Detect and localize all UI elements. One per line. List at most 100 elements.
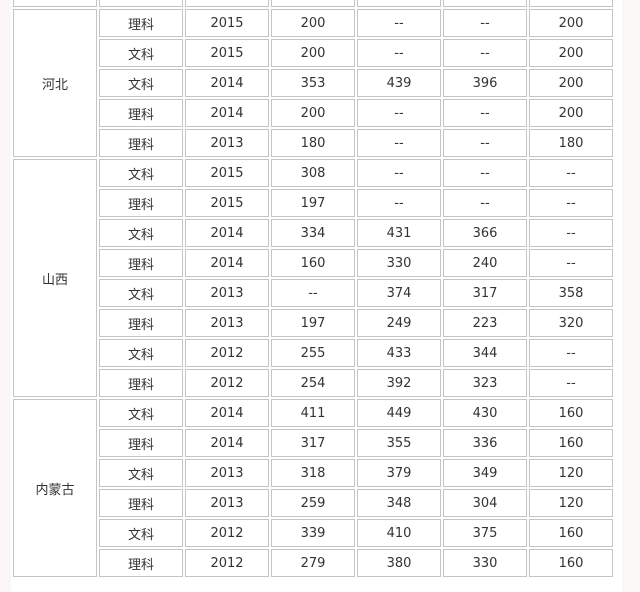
table-row: 理科 2014 160 330 240 -- bbox=[13, 249, 613, 277]
table-cell: 2015 bbox=[185, 189, 269, 217]
table-cell: 180 bbox=[529, 129, 613, 157]
table-row: 文科 2015 200 -- -- 200 bbox=[13, 39, 613, 67]
table-cell: -- bbox=[443, 9, 527, 37]
table-cell: -- bbox=[529, 249, 613, 277]
table-cell: -- bbox=[357, 189, 441, 217]
table-cell: 理科 bbox=[99, 369, 183, 397]
table-cell: -- bbox=[443, 39, 527, 67]
table-cell: 353 bbox=[271, 69, 355, 97]
table-cell: -- bbox=[357, 99, 441, 127]
table-cell: 330 bbox=[443, 549, 527, 577]
table-cell: 308 bbox=[271, 159, 355, 187]
table-cell: 2015 bbox=[185, 39, 269, 67]
table-cell: -- bbox=[529, 189, 613, 217]
table-row-partial bbox=[13, 0, 613, 7]
table-cell: 160 bbox=[529, 429, 613, 457]
table-row: 文科 2012 255 433 344 -- bbox=[13, 339, 613, 367]
table-cell: 392 bbox=[357, 369, 441, 397]
table-cell: 200 bbox=[529, 99, 613, 127]
table-cell: 320 bbox=[529, 309, 613, 337]
table-cell: 文科 bbox=[99, 219, 183, 247]
table-cell: 200 bbox=[529, 9, 613, 37]
table-cell: 2013 bbox=[185, 309, 269, 337]
table-cell: -- bbox=[357, 159, 441, 187]
table-cell: 理科 bbox=[99, 249, 183, 277]
table-cell: 366 bbox=[443, 219, 527, 247]
table-cell: 374 bbox=[357, 279, 441, 307]
table-cell: 410 bbox=[357, 519, 441, 547]
table-cell: 理科 bbox=[99, 429, 183, 457]
table-cell: 2013 bbox=[185, 279, 269, 307]
table-cell: -- bbox=[529, 219, 613, 247]
table-cell: 380 bbox=[357, 549, 441, 577]
table-cell: 254 bbox=[271, 369, 355, 397]
table-cell: 理科 bbox=[99, 129, 183, 157]
table-cell: 200 bbox=[271, 99, 355, 127]
table-cell: 339 bbox=[271, 519, 355, 547]
table-row: 文科 2013 318 379 349 120 bbox=[13, 459, 613, 487]
table-cell: 317 bbox=[271, 429, 355, 457]
table-cell: 304 bbox=[443, 489, 527, 517]
table-row: 内蒙古 文科 2014 411 449 430 160 bbox=[13, 399, 613, 577]
table-cell: -- bbox=[357, 9, 441, 37]
table-cell: 2012 bbox=[185, 369, 269, 397]
table-row: 理科 2013 180 -- -- 180 bbox=[13, 129, 613, 157]
table-row: 河北 理科 2015 200 -- -- 200 bbox=[13, 9, 613, 157]
table-cell: 2012 bbox=[185, 339, 269, 367]
table-cell: 279 bbox=[271, 549, 355, 577]
table-row: 理科 2012 254 392 323 -- bbox=[13, 369, 613, 397]
table-cell: 2013 bbox=[185, 489, 269, 517]
table-cell: 2015 bbox=[185, 159, 269, 187]
table-cell: 2014 bbox=[185, 69, 269, 97]
table-cell: 259 bbox=[271, 489, 355, 517]
table-row: 文科 2012 339 410 375 160 bbox=[13, 519, 613, 547]
table-cell: 358 bbox=[529, 279, 613, 307]
table-cell: -- bbox=[443, 129, 527, 157]
table-cell: 240 bbox=[443, 249, 527, 277]
table-cell: 330 bbox=[357, 249, 441, 277]
table-row: 山西 文科 2015 308 -- -- -- bbox=[13, 159, 613, 397]
table-cell: 411 bbox=[271, 399, 355, 427]
table-cell: 2012 bbox=[185, 549, 269, 577]
table-row: 文科 2014 334 431 366 -- bbox=[13, 219, 613, 247]
table-cell: 200 bbox=[529, 69, 613, 97]
table-cell: -- bbox=[443, 189, 527, 217]
table-cell: 396 bbox=[443, 69, 527, 97]
table-cell: 223 bbox=[443, 309, 527, 337]
province-cell: 内蒙古 bbox=[13, 399, 97, 577]
table-row: 文科 2014 353 439 396 200 bbox=[13, 69, 613, 97]
table-cell: 160 bbox=[271, 249, 355, 277]
table-cell: -- bbox=[443, 159, 527, 187]
table-cell: 理科 bbox=[99, 549, 183, 577]
table-cell: 2014 bbox=[185, 399, 269, 427]
table-cell: 433 bbox=[357, 339, 441, 367]
table-cell: 249 bbox=[357, 309, 441, 337]
table-row: 理科 2015 197 -- -- -- bbox=[13, 189, 613, 217]
table-row: 文科 2013 -- 374 317 358 bbox=[13, 279, 613, 307]
table-cell: 197 bbox=[271, 189, 355, 217]
province-cell: 山西 bbox=[13, 159, 97, 397]
table-cell: 355 bbox=[357, 429, 441, 457]
table-cell: 2014 bbox=[185, 429, 269, 457]
table-cell: 2015 bbox=[185, 9, 269, 37]
table-cell: 197 bbox=[271, 309, 355, 337]
table-cell: 文科 bbox=[99, 279, 183, 307]
table-cell: 文科 bbox=[99, 39, 183, 67]
table-cell: 2014 bbox=[185, 249, 269, 277]
table-cell: 120 bbox=[529, 459, 613, 487]
table-cell: 344 bbox=[443, 339, 527, 367]
table-cell: 文科 bbox=[99, 399, 183, 427]
table-cell: 334 bbox=[271, 219, 355, 247]
table-cell: 318 bbox=[271, 459, 355, 487]
table-cell: 文科 bbox=[99, 159, 183, 187]
table-cell: 160 bbox=[529, 519, 613, 547]
score-table: 河北 理科 2015 200 -- -- 200 文科 2015 200 -- -- 200 文科 2014… bbox=[11, 0, 615, 579]
table-cell: 理科 bbox=[99, 189, 183, 217]
table-cell: 理科 bbox=[99, 489, 183, 517]
table-cell: 文科 bbox=[99, 519, 183, 547]
table-cell: 2012 bbox=[185, 519, 269, 547]
table-cell: 200 bbox=[271, 39, 355, 67]
table-cell: 文科 bbox=[99, 69, 183, 97]
table-cell: 349 bbox=[443, 459, 527, 487]
table-row: 理科 2013 259 348 304 120 bbox=[13, 489, 613, 517]
